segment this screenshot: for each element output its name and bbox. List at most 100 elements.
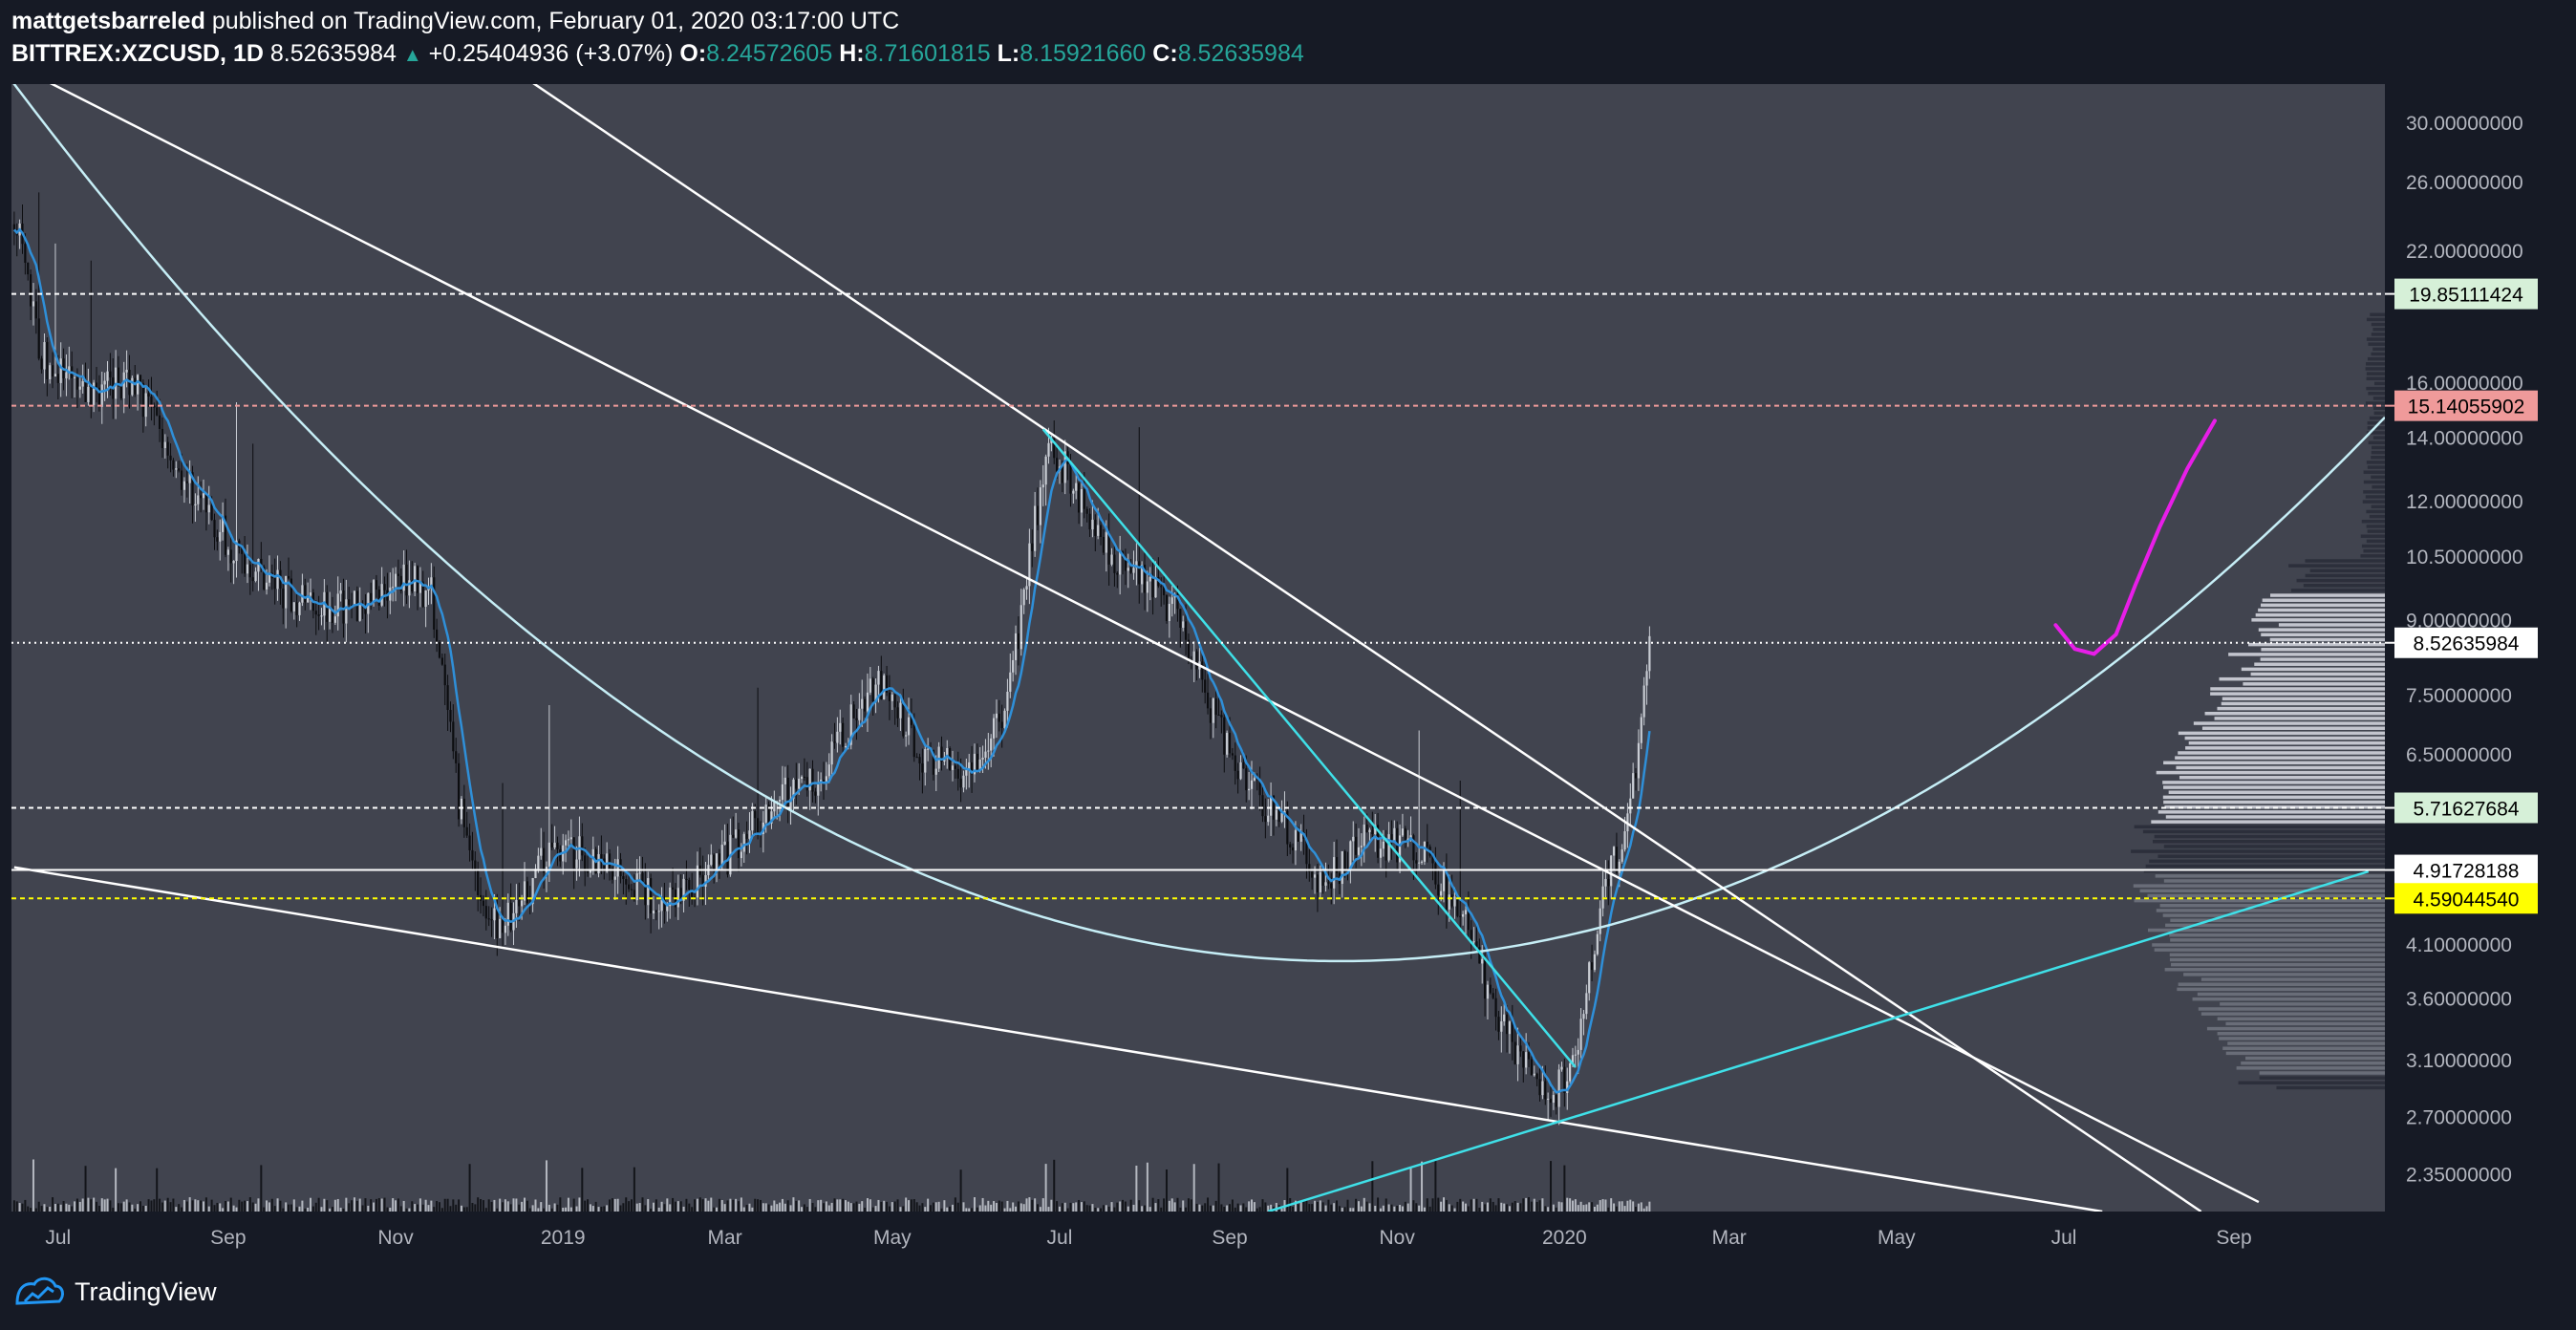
volume-profile-bar bbox=[2178, 731, 2385, 736]
volume-profile-bar bbox=[2305, 573, 2385, 578]
volume-bar bbox=[641, 1197, 644, 1212]
volume-profile-bar bbox=[2363, 470, 2385, 474]
volume-bar bbox=[358, 1198, 361, 1212]
volume-bar bbox=[1426, 1198, 1428, 1212]
volume-bar bbox=[1428, 1206, 1431, 1212]
volume-bar bbox=[375, 1198, 377, 1212]
volume-bar bbox=[915, 1202, 918, 1212]
volume-bar bbox=[918, 1205, 921, 1212]
candle-body bbox=[273, 578, 276, 590]
volume-bar bbox=[1390, 1204, 1393, 1212]
y-tick-label: 10.50000000 bbox=[2406, 547, 2523, 568]
volume-profile-bar bbox=[2371, 475, 2385, 480]
volume-bar bbox=[1012, 1202, 1015, 1212]
candle-body bbox=[1363, 824, 1365, 847]
volume-bar bbox=[1431, 1198, 1434, 1212]
volume-bar bbox=[786, 1200, 789, 1212]
candle-body bbox=[122, 372, 125, 398]
candle-body bbox=[1206, 692, 1210, 709]
author-name[interactable]: mattgetsbarreled bbox=[11, 8, 205, 34]
candle-body bbox=[688, 879, 691, 890]
volume-bar bbox=[320, 1207, 323, 1212]
candle-body bbox=[805, 777, 808, 791]
volume-bar bbox=[827, 1205, 830, 1212]
volume-bar bbox=[833, 1198, 836, 1212]
volume-bar bbox=[1028, 1197, 1031, 1212]
volume-profile-bar bbox=[2372, 327, 2385, 332]
candle-body bbox=[907, 717, 911, 736]
volume-bar bbox=[1000, 1201, 1003, 1212]
volume-bar bbox=[1009, 1208, 1012, 1212]
tradingview-logo[interactable]: TradingView bbox=[15, 1275, 217, 1309]
candle-body bbox=[1283, 810, 1286, 813]
candle-body bbox=[1423, 841, 1427, 862]
candle-body bbox=[1077, 483, 1081, 513]
candle-body bbox=[1522, 1051, 1525, 1068]
volume-profile-bar bbox=[2288, 564, 2385, 568]
candle-body bbox=[1160, 586, 1163, 588]
candle-body bbox=[866, 692, 869, 712]
volume-bar bbox=[224, 1201, 226, 1212]
candle-body bbox=[754, 810, 757, 819]
volume-profile-bar bbox=[2225, 1021, 2385, 1026]
volume-bar bbox=[1141, 1206, 1144, 1212]
candle-body bbox=[163, 441, 166, 448]
volume-bar bbox=[877, 1199, 880, 1212]
volume-profile-bar bbox=[2192, 997, 2385, 1001]
candle-body bbox=[1538, 1079, 1541, 1096]
volume-bar bbox=[1489, 1198, 1492, 1212]
volume-bar bbox=[801, 1207, 804, 1212]
candle-body bbox=[117, 367, 120, 384]
volume-profile-bar bbox=[2222, 697, 2385, 701]
candle-body bbox=[1486, 984, 1490, 999]
candle-body bbox=[180, 470, 183, 490]
candle-body bbox=[1110, 554, 1113, 565]
volume-profile-bar bbox=[2367, 465, 2385, 469]
volume-bar bbox=[698, 1197, 701, 1212]
candle-body bbox=[446, 685, 449, 711]
candle-body bbox=[893, 694, 896, 708]
x-tick-label: May bbox=[873, 1227, 912, 1249]
x-tick-label: Jul bbox=[1047, 1227, 1073, 1249]
candle-body bbox=[885, 675, 889, 693]
volume-bar bbox=[1607, 1207, 1610, 1212]
candle-body bbox=[773, 802, 776, 812]
volume-bar bbox=[1352, 1208, 1355, 1212]
volume-bar bbox=[1363, 1197, 1365, 1212]
symbol-name[interactable]: BITTREX:XZCUSD, 1D bbox=[11, 40, 264, 67]
candle-body bbox=[1006, 691, 1009, 711]
volume-bar bbox=[455, 1204, 458, 1212]
volume-profile-bar bbox=[2259, 1071, 2385, 1075]
volume-bar bbox=[606, 1205, 609, 1212]
candle-body bbox=[490, 919, 493, 921]
candle-body bbox=[219, 531, 222, 542]
volume-profile-bar bbox=[2201, 726, 2385, 730]
candle-body bbox=[543, 847, 546, 873]
volume-bar bbox=[669, 1204, 672, 1212]
candle-body bbox=[1294, 829, 1298, 851]
volume-bar bbox=[1324, 1205, 1327, 1212]
volume-bar bbox=[1061, 1203, 1063, 1212]
volume-bar bbox=[861, 1201, 864, 1212]
candle-body bbox=[940, 746, 943, 762]
candle-body bbox=[1083, 489, 1085, 509]
candle-body bbox=[1459, 915, 1462, 917]
volume-bar bbox=[254, 1203, 257, 1212]
candle-body bbox=[333, 616, 336, 623]
candle-body bbox=[1261, 795, 1264, 817]
volume-bar bbox=[1248, 1201, 1251, 1212]
candle-body bbox=[204, 493, 207, 513]
volume-profile-bar bbox=[2365, 401, 2385, 405]
candle-body bbox=[1478, 947, 1481, 964]
candle-body bbox=[1226, 732, 1229, 755]
volume-bar bbox=[364, 1198, 367, 1212]
volume-profile-bar bbox=[2148, 928, 2385, 933]
volume-bar bbox=[1357, 1201, 1360, 1212]
candle-body bbox=[981, 757, 984, 760]
volume-bar bbox=[1031, 1199, 1034, 1212]
candle-body bbox=[1571, 1055, 1575, 1063]
volume-bar bbox=[1396, 1205, 1399, 1212]
candle-body bbox=[197, 495, 200, 504]
price-chart[interactable]: 19.85111424 15.14055902 8.52635984 5.716276… bbox=[0, 76, 2576, 1261]
volume-bar bbox=[1151, 1197, 1154, 1212]
